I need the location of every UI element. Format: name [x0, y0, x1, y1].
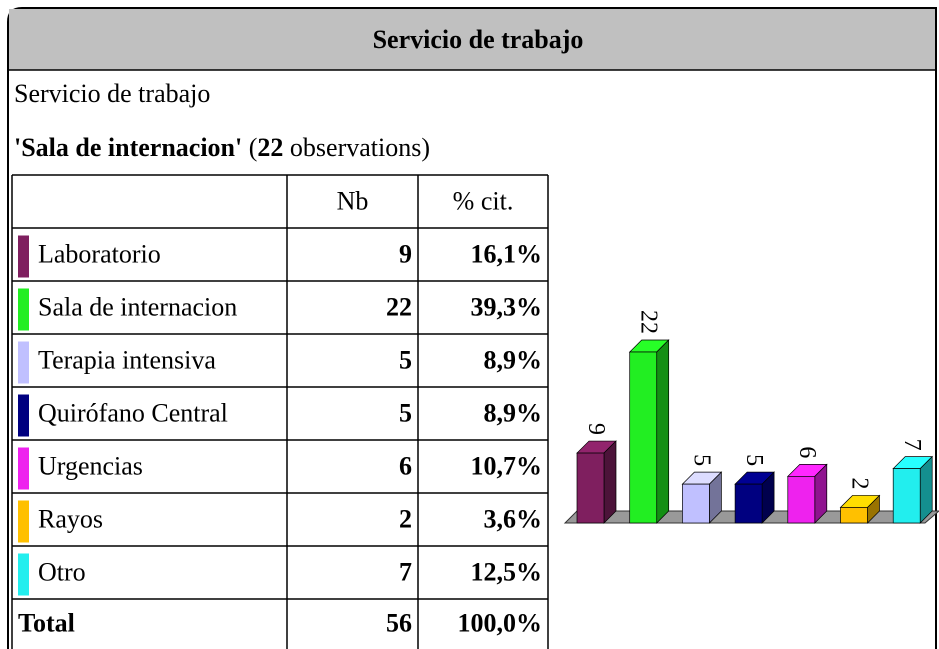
color-swatch	[18, 288, 29, 331]
color-swatch	[18, 500, 29, 543]
row-count: 2	[399, 504, 412, 533]
row-percent: 10,7%	[471, 451, 543, 480]
bar	[734, 483, 763, 524]
heading-name: 'Sala de internacion'	[14, 133, 242, 162]
bar	[787, 476, 816, 524]
subtitle: Servicio de trabajo	[14, 79, 210, 108]
row-label: Otro	[38, 557, 86, 586]
title: Servicio de trabajo	[373, 25, 584, 54]
color-swatch	[18, 553, 29, 596]
row-percent: 8,9%	[484, 398, 543, 427]
bar-side	[603, 440, 617, 524]
bar	[576, 452, 605, 524]
bar	[682, 483, 710, 524]
column-header: Nb	[337, 186, 369, 215]
bar	[629, 351, 658, 524]
row-percent: 12,5%	[471, 557, 543, 586]
row-label: Sala de internacion	[38, 292, 237, 321]
total-label: Total	[18, 608, 75, 637]
row-count: 5	[399, 345, 412, 374]
color-swatch	[18, 394, 29, 437]
bar-value-label: 2	[846, 477, 872, 489]
bar-value-label: 6	[794, 446, 820, 458]
heading-rest: observations)	[290, 133, 430, 162]
bar-value-label: 5	[741, 454, 767, 466]
column-header: % cit.	[453, 186, 514, 215]
row-label: Urgencias	[38, 451, 143, 480]
color-swatch	[18, 235, 29, 278]
bar-value-label: 7	[899, 439, 925, 451]
row-count: 7	[399, 557, 412, 586]
color-swatch	[18, 341, 29, 384]
row-count: 9	[399, 239, 412, 268]
row-percent: 8,9%	[484, 345, 543, 374]
row-count: 5	[399, 398, 412, 427]
row-label: Quirófano Central	[38, 398, 228, 427]
row-label: Rayos	[38, 504, 103, 533]
title-bar	[9, 9, 935, 70]
row-count: 22	[386, 292, 412, 321]
color-swatch	[18, 447, 29, 490]
bar-side	[656, 339, 670, 524]
bar-value-label: 9	[583, 423, 609, 435]
table: Nb % cit. Laboratorio 9 16,1% Sala de interna…	[11, 174, 549, 649]
bar-value-label: 5	[688, 454, 714, 466]
bar	[840, 507, 868, 524]
bar-value-label: 22	[636, 310, 662, 334]
heading-count: 22	[257, 133, 283, 162]
row-percent: 39,3%	[471, 292, 543, 321]
total-percent: 100,0%	[458, 608, 543, 637]
row-percent: 16,1%	[471, 239, 543, 268]
heading-open: (	[249, 133, 258, 162]
bar-side	[919, 455, 933, 524]
total-count: 56	[386, 608, 412, 637]
heading: 'Sala de internacion' (22 observations)	[14, 133, 430, 162]
row-percent: 3,6%	[484, 504, 543, 533]
row-label: Terapia intensiva	[38, 345, 216, 374]
row-label: Laboratorio	[38, 239, 161, 268]
row-count: 6	[399, 451, 412, 480]
bar	[892, 468, 921, 524]
chart: 9 22 5 5 6 2 7	[563, 310, 939, 524]
